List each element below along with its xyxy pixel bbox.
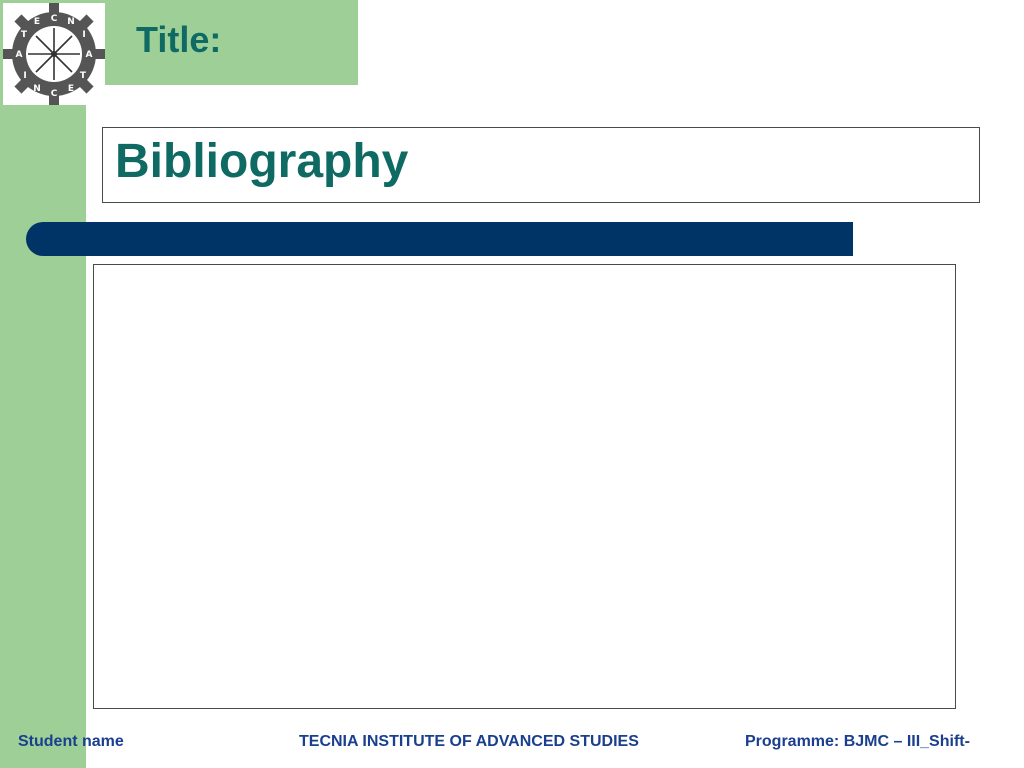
footer-student-name: Student name <box>18 733 124 750</box>
svg-text:N: N <box>33 84 41 94</box>
heading-box: Bibliography <box>102 127 980 203</box>
content-box <box>93 264 956 709</box>
footer-institute: TECNIA INSTITUTE OF ADVANCED STUDIES <box>299 733 639 750</box>
svg-text:T: T <box>21 30 28 40</box>
svg-text:N: N <box>67 17 75 27</box>
navy-accent-bar <box>26 222 853 256</box>
svg-text:I: I <box>23 71 26 81</box>
footer-programme: Programme: BJMC – III_Shift- <box>745 733 970 750</box>
svg-text:E: E <box>68 84 74 94</box>
svg-text:T: T <box>80 71 87 81</box>
title-label: Title: <box>136 19 222 60</box>
svg-text:C: C <box>51 89 58 99</box>
svg-text:A: A <box>86 50 93 60</box>
tecnia-logo-icon: C E N T I A A I T N E C <box>3 3 105 105</box>
left-green-band <box>0 0 86 768</box>
svg-text:E: E <box>34 17 40 27</box>
svg-text:A: A <box>16 50 23 60</box>
svg-text:I: I <box>82 30 85 40</box>
svg-text:C: C <box>51 14 58 24</box>
slide-heading: Bibliography <box>115 135 409 188</box>
